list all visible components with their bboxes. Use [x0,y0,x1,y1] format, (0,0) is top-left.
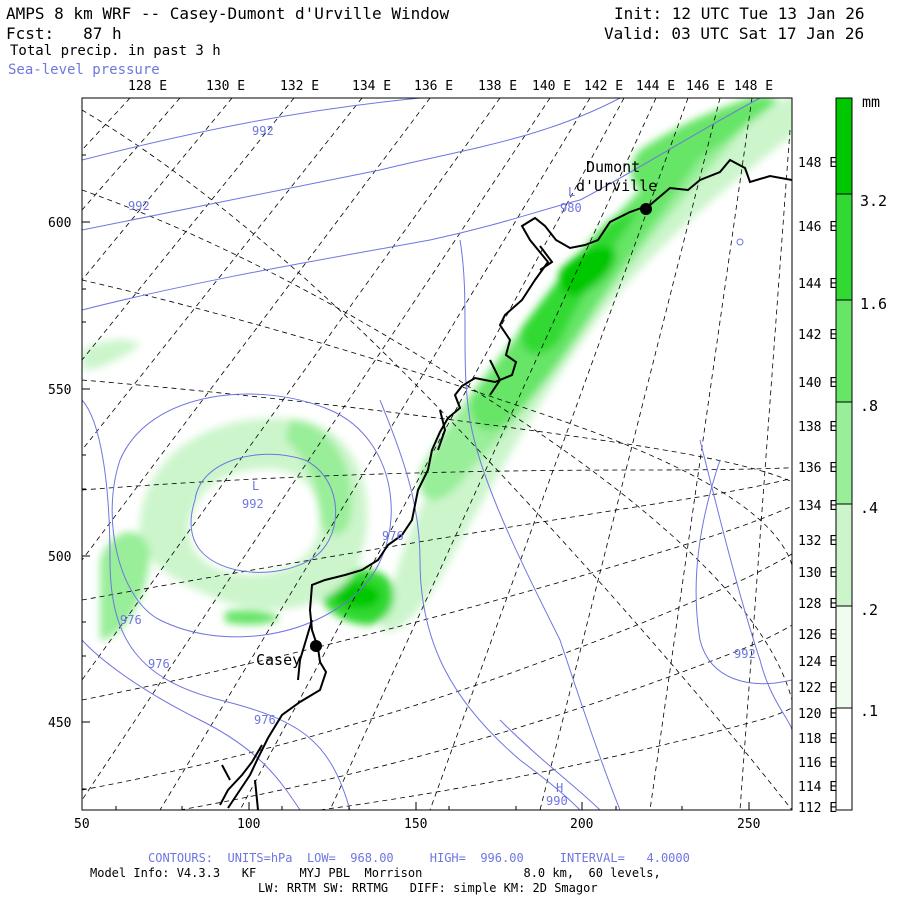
isobar-label: 992 [242,497,264,511]
physics-info: LW: RRTM SW: RRTMG DIFF: simple KM: 2D S… [258,881,598,895]
x-axis-tick-label: 50 [74,817,90,832]
top-lon-label: 144 E [636,79,675,94]
top-lon-label: 136 E [414,79,453,94]
isobar-label: 992 [252,124,274,138]
colorbar-level-label: .1 [860,702,878,720]
plot-area: 992 992 980 992 976 976 976 976 992 990 … [82,98,792,810]
right-lon-label: 124 E [798,655,837,670]
right-lon-label: 120 E [798,707,837,722]
colorbar-swatch [836,194,852,300]
colorbar-unit: mm [862,93,880,111]
colorbar-level-label: .4 [860,499,878,517]
precip-shading [82,98,792,640]
y-axis-tick-label: 600 [48,216,71,231]
station-dumont-label: Dumont [586,158,640,176]
map-title: AMPS 8 km WRF -- Casey-Dumont d'Urville … [6,4,450,23]
top-lon-label: 128 E [128,79,167,94]
top-lon-label: 130 E [206,79,245,94]
right-lon-label: 112 E [798,801,837,816]
isobar-label: 976 [254,713,276,727]
colorbar-level-label: 1.6 [860,295,887,313]
isobar-label: 980 [560,201,582,215]
colorbar-swatch [836,402,852,504]
right-lon-label: 140 E [798,376,837,391]
top-lon-label: 148 E [734,79,773,94]
right-lon-label: 146 E [798,220,837,235]
high-pressure-marker: H [556,781,563,795]
colorbar-swatch [836,606,852,708]
right-lon-label: 132 E [798,534,837,549]
right-lon-label: 122 E [798,681,837,696]
colorbar-level-label: 3.2 [860,192,887,210]
field-name: Total precip. in past 3 h [10,43,221,59]
low-pressure-marker: L [252,479,259,493]
axis-ticks [81,154,750,810]
right-lon-label: 114 E [798,780,837,795]
x-axis-tick-label: 150 [404,817,427,832]
forecast-hour: Fcst: 87 h [6,24,122,43]
isobars [82,98,792,810]
colorbar-swatch [836,504,852,606]
right-lon-label: 134 E [798,499,837,514]
right-longitude-labels: 148 E 146 E 144 E 142 E 140 E 138 E 136 … [798,156,837,816]
top-lon-label: 134 E [352,79,391,94]
top-longitude-labels: 128 E 130 E 132 E 134 E 136 E 138 E 140 … [128,79,773,94]
isobar-labels: 992 992 980 992 976 976 976 976 992 990 … [120,124,756,808]
station-casey-label: Casey [256,651,301,669]
contour-info: CONTOURS: UNITS=hPa LOW= 968.00 HIGH= 99… [148,851,690,865]
isobar-label: 976 [382,529,404,543]
y-axis-tick-label: 450 [48,716,71,731]
right-lon-label: 142 E [798,328,837,343]
station-durville-label: d'Urville [576,177,657,195]
plot-frame [81,97,793,811]
top-lon-label: 132 E [280,79,319,94]
isobar-label: 992 [734,647,756,661]
valid-time: Valid: 03 UTC Sat 17 Jan 26 [604,24,865,43]
right-lon-label: 138 E [798,420,837,435]
x-axis-tick-label: 100 [237,817,260,832]
isobar-label: 990 [546,794,568,808]
top-lon-label: 146 E [686,79,725,94]
model-info: Model Info: V4.3.3 KF MYJ PBL Morrison 8… [90,866,661,880]
axis-labels: 450 500 550 600 50 100 150 200 250 [48,216,760,832]
right-lon-label: 126 E [798,628,837,643]
low-pressure-marker: L [568,185,575,199]
right-lon-label: 116 E [798,756,837,771]
right-lon-label: 128 E [798,597,837,612]
right-lon-label: 136 E [798,461,837,476]
contour-field-name: Sea-level pressure [8,62,160,78]
colorbar-level-label: .8 [860,397,878,415]
right-lon-label: 130 E [798,566,837,581]
right-lon-label: 148 E [798,156,837,171]
top-lon-label: 138 E [478,79,517,94]
isobar-label: 976 [148,657,170,671]
colorbar-swatch [836,300,852,402]
x-axis-tick-label: 200 [570,817,593,832]
right-lon-label: 118 E [798,732,837,747]
lat-lon-grid [82,98,792,810]
top-lon-label: 142 E [584,79,623,94]
station-casey-marker [310,640,322,652]
coastline [219,158,792,810]
right-lon-label: 144 E [798,277,837,292]
init-time: Init: 12 UTC Tue 13 Jan 26 [614,4,865,23]
y-axis-tick-label: 550 [48,383,71,398]
top-lon-label: 140 E [532,79,571,94]
colorbar-swatch [836,98,852,194]
precip-colorbar: mm 3.2 1.6 .8 .4 .2 .1 [835,93,887,811]
isobar-label: 992 [128,199,150,213]
isobar-label: 976 [120,613,142,627]
station-dumont-durville-marker [640,203,652,215]
y-axis-tick-label: 500 [48,550,71,565]
colorbar-level-label: .2 [860,601,878,619]
x-axis-tick-label: 250 [737,817,760,832]
